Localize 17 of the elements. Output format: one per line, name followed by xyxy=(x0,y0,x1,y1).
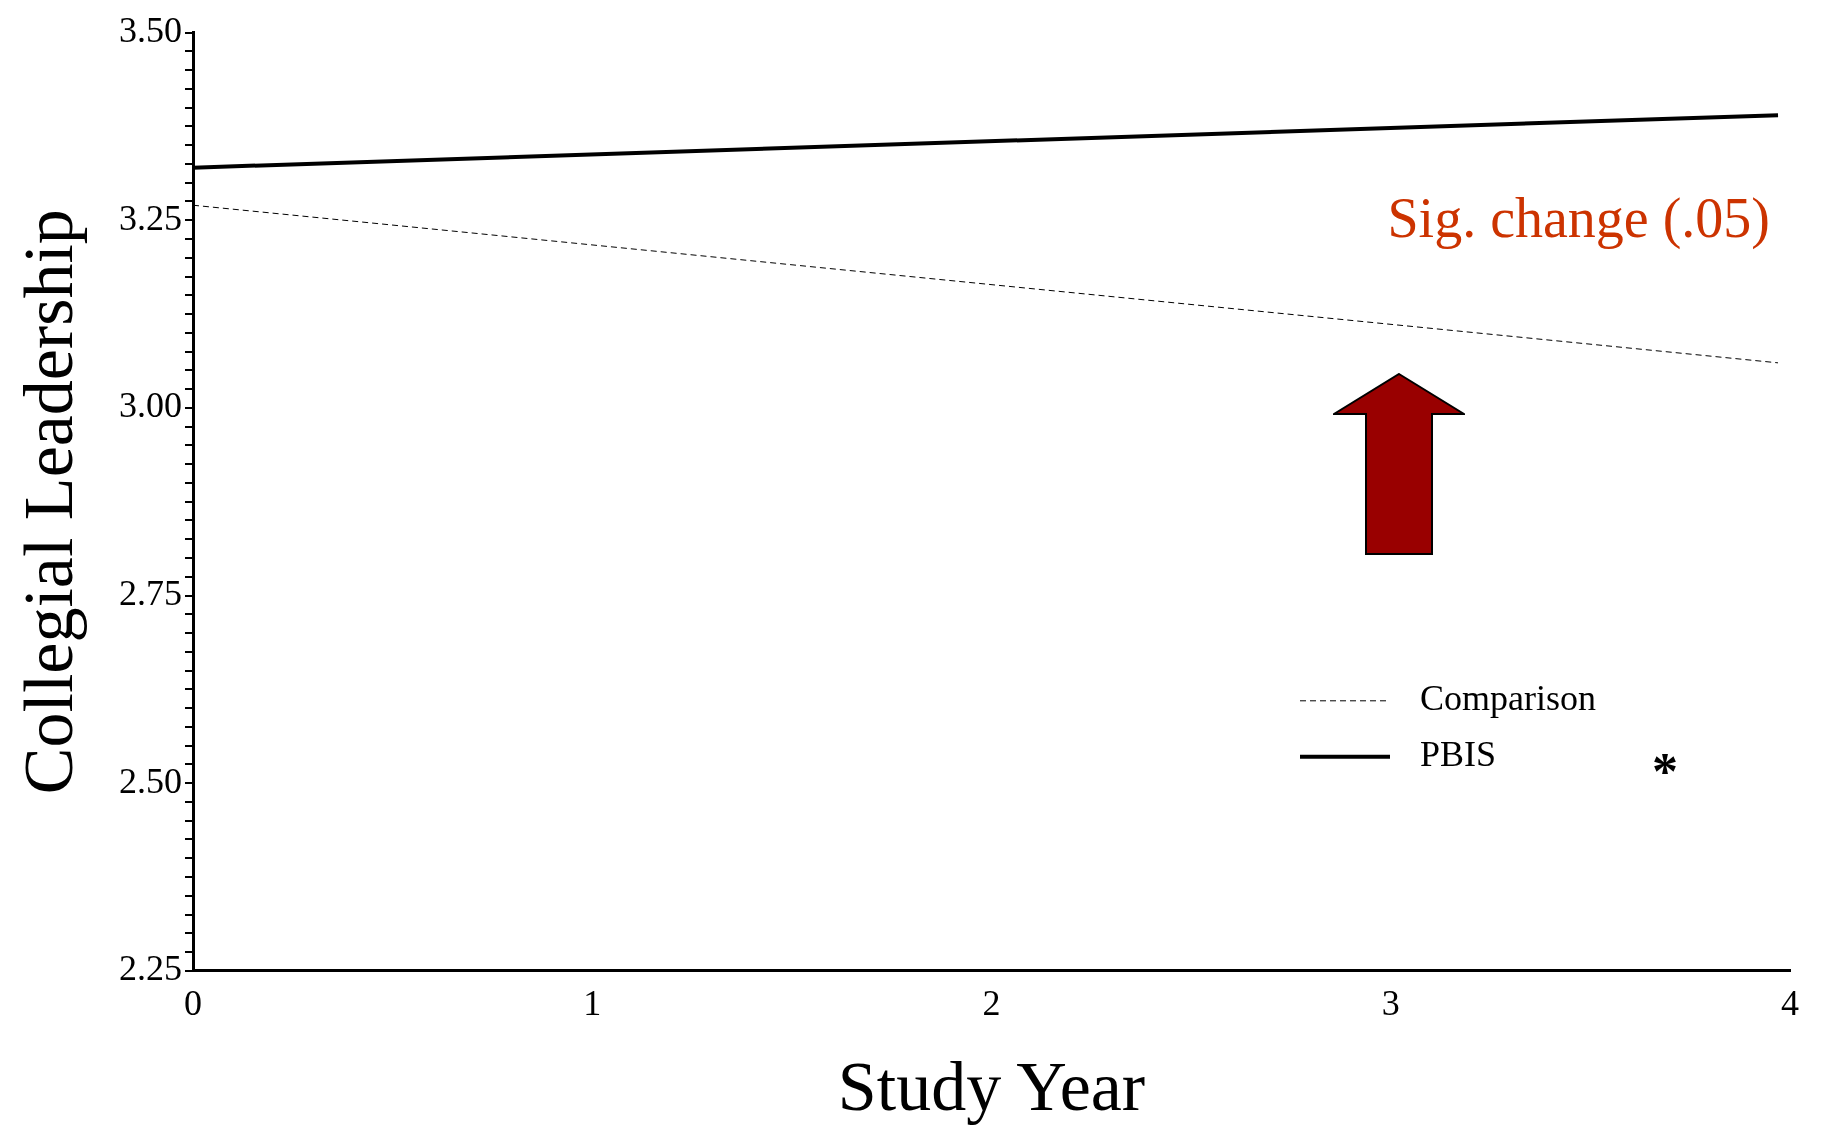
annotation: Sig. change (.05) xyxy=(1387,187,1770,251)
legend-label: PBIS xyxy=(1420,734,1497,775)
x-tick-label: 1 xyxy=(583,982,602,1023)
x-tick-label: 2 xyxy=(982,982,1001,1023)
y-tick-label: 2.50 xyxy=(119,760,182,801)
y-tick-label: 3.50 xyxy=(119,10,182,51)
x-tick-label: 0 xyxy=(184,982,202,1023)
x-tick-label: 3 xyxy=(1381,982,1400,1023)
y-tick-label: 3.00 xyxy=(119,385,182,426)
y-tick-label: 3.25 xyxy=(119,197,182,238)
annotation: * xyxy=(1652,743,1678,801)
y-tick-label: 2.75 xyxy=(119,572,182,613)
x-tick-label: 4 xyxy=(1781,982,1799,1023)
x-axis-title: Study Year xyxy=(837,1048,1146,1126)
y-axis-title: Collegial Leadership xyxy=(10,209,88,795)
y-tick-label: 2.25 xyxy=(119,948,182,989)
legend-label: Comparison xyxy=(1420,678,1596,719)
